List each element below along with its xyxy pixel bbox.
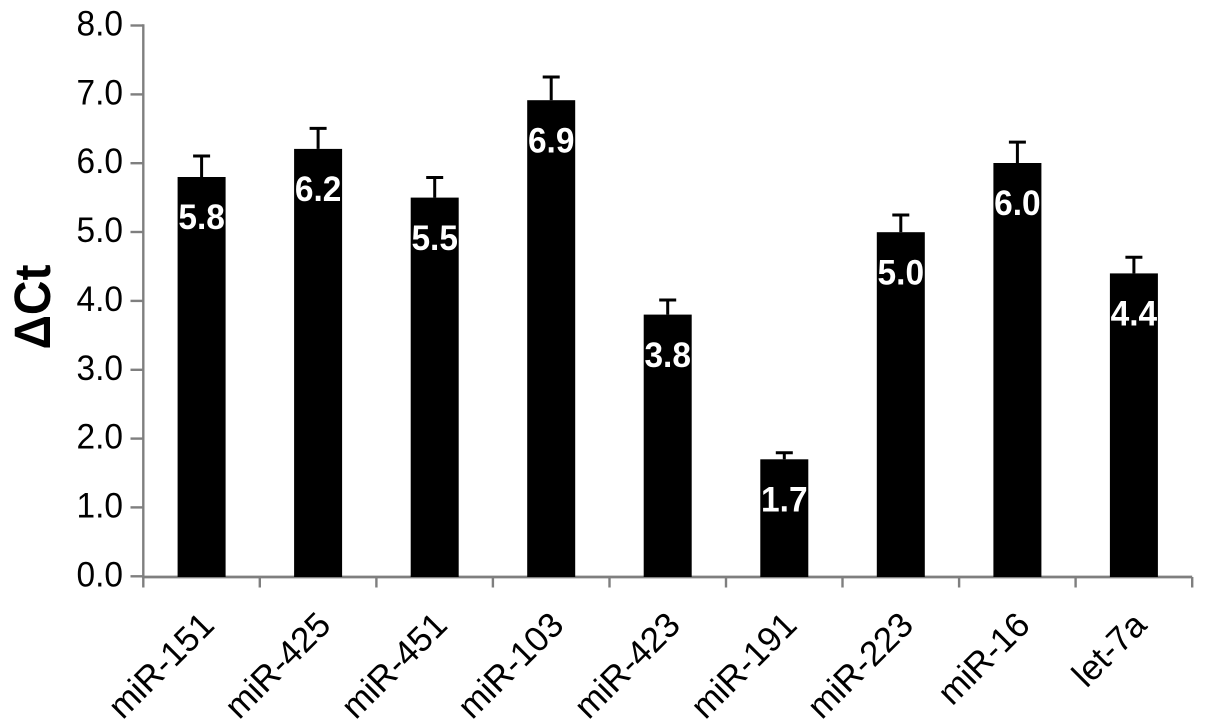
svg-text:2.0: 2.0 (77, 418, 124, 457)
svg-text:3.0: 3.0 (77, 349, 124, 388)
svg-text:4.4: 4.4 (1111, 295, 1158, 334)
svg-text:1.7: 1.7 (761, 481, 808, 520)
svg-text:6.0: 6.0 (994, 184, 1041, 223)
svg-text:7.0: 7.0 (77, 73, 124, 112)
svg-text:5.8: 5.8 (178, 198, 225, 237)
svg-text:5.5: 5.5 (411, 219, 458, 258)
svg-text:4.0: 4.0 (77, 280, 124, 319)
svg-text:6.9: 6.9 (528, 121, 575, 160)
svg-text:ΔCt: ΔCt (4, 264, 61, 349)
svg-text:5.0: 5.0 (878, 253, 925, 292)
svg-text:5.0: 5.0 (77, 211, 124, 250)
svg-text:6.2: 6.2 (295, 170, 342, 209)
svg-text:0.0: 0.0 (77, 555, 124, 594)
svg-text:1.0: 1.0 (77, 486, 124, 525)
svg-text:6.0: 6.0 (77, 142, 124, 181)
svg-text:8.0: 8.0 (77, 5, 124, 44)
svg-text:3.8: 3.8 (644, 336, 691, 375)
